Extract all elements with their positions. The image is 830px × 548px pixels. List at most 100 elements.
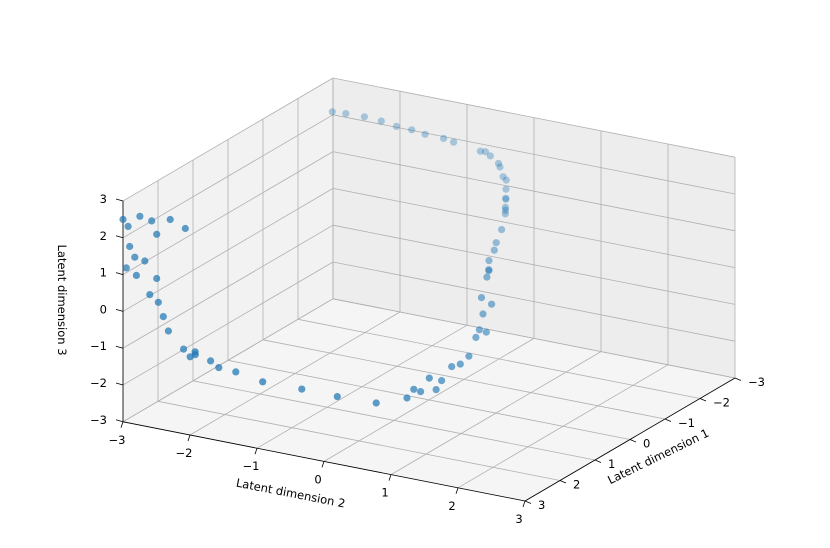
scatter-point bbox=[498, 226, 506, 234]
scatter-point bbox=[126, 242, 134, 251]
scatter-point bbox=[438, 377, 446, 385]
scatter-point bbox=[502, 176, 510, 184]
scatter-point bbox=[479, 310, 487, 318]
scatter-point bbox=[136, 212, 144, 220]
scatter-point bbox=[483, 273, 491, 281]
x-tick-label: −1 bbox=[678, 416, 695, 430]
x-tick-label: −3 bbox=[748, 375, 765, 389]
scatter-point bbox=[259, 378, 267, 386]
y-tick-label: 2 bbox=[448, 499, 455, 513]
x-tick-label: 2 bbox=[573, 478, 580, 492]
scatter-point bbox=[481, 148, 489, 156]
scatter-point bbox=[496, 163, 504, 171]
x-tick-mark bbox=[699, 398, 707, 402]
scatter-point bbox=[408, 126, 416, 134]
z-tick-label: 2 bbox=[100, 229, 107, 243]
scatter-point bbox=[501, 210, 509, 218]
scatter-point bbox=[450, 138, 458, 146]
scatter-point bbox=[440, 134, 448, 142]
y-tick-mark bbox=[120, 421, 124, 428]
scatter-point bbox=[465, 352, 473, 360]
scatter-point bbox=[425, 374, 433, 382]
scatter-point bbox=[499, 173, 507, 181]
scatter-point bbox=[432, 386, 440, 394]
scatter-point bbox=[477, 294, 486, 302]
scatter-point bbox=[141, 257, 149, 265]
scatter-point bbox=[472, 333, 480, 341]
scatter-point bbox=[410, 385, 418, 393]
scatter-point bbox=[392, 122, 401, 130]
grid-wall-r-z bbox=[332, 114, 736, 195]
scatter-point bbox=[501, 203, 509, 211]
scatter-point bbox=[490, 246, 498, 254]
x-tick-label: 0 bbox=[643, 437, 650, 451]
y-tick-mark bbox=[321, 461, 325, 468]
grid-wall-r-z bbox=[332, 77, 736, 158]
x-tick-label: 3 bbox=[538, 498, 545, 512]
z-tick-label: 3 bbox=[100, 192, 107, 206]
y-tick-label: 1 bbox=[381, 486, 388, 500]
z-tick-mark bbox=[115, 309, 124, 312]
scatter-point bbox=[124, 222, 132, 230]
x-tick-mark bbox=[594, 459, 602, 463]
scatter-point bbox=[181, 224, 189, 233]
grid-floor-y bbox=[457, 364, 669, 489]
axis-panes bbox=[123, 78, 735, 501]
scatter-point bbox=[164, 327, 172, 335]
scatter-point bbox=[119, 215, 127, 223]
z-axis-label: Latent dimension 3 bbox=[55, 244, 69, 355]
y-tick-label: −1 bbox=[243, 459, 260, 473]
data-points bbox=[119, 108, 510, 407]
scatter-point bbox=[448, 363, 456, 371]
x-tick-label: −2 bbox=[713, 396, 730, 410]
scatter-point bbox=[333, 393, 341, 401]
grid-wall-l-z bbox=[122, 77, 334, 202]
scatter-point bbox=[456, 360, 464, 368]
x-tick-mark bbox=[629, 439, 637, 443]
y-tick-label: −3 bbox=[109, 433, 126, 447]
scatter-point bbox=[131, 253, 139, 261]
scatter-point bbox=[482, 328, 490, 336]
scatter-point bbox=[501, 206, 510, 214]
scatter-point bbox=[486, 152, 494, 160]
scatter-point bbox=[215, 364, 223, 372]
y-tick-mark bbox=[254, 448, 258, 455]
scatter-point bbox=[502, 195, 510, 203]
y-tick-label: −2 bbox=[176, 446, 193, 460]
y-tick-label: 3 bbox=[515, 512, 522, 526]
scatter-point bbox=[232, 368, 240, 376]
scatter-point bbox=[494, 159, 503, 167]
scatter-point bbox=[417, 388, 425, 396]
scatter-point bbox=[475, 326, 483, 334]
scatter-point bbox=[492, 239, 500, 247]
z-tick-mark bbox=[115, 235, 124, 239]
scatter-point bbox=[502, 185, 510, 193]
scatter-point bbox=[154, 298, 162, 306]
scatter-point bbox=[328, 108, 336, 116]
scatter-point bbox=[485, 257, 493, 265]
y-tick-mark bbox=[455, 487, 459, 494]
z-tick-label: −1 bbox=[90, 339, 107, 353]
x-tick-label: 1 bbox=[608, 457, 615, 471]
scatter-point bbox=[377, 117, 385, 125]
scatter-point bbox=[372, 399, 380, 407]
grid-wall-l-z bbox=[122, 114, 334, 239]
z-tick-mark bbox=[115, 382, 124, 386]
scatter-point bbox=[148, 217, 156, 225]
tick-marks bbox=[115, 198, 742, 508]
x-tick-mark bbox=[524, 500, 532, 504]
grid-lines bbox=[122, 77, 736, 502]
scatter-point bbox=[342, 110, 350, 118]
z-tick-mark bbox=[115, 419, 124, 423]
scatter-point bbox=[476, 147, 484, 155]
scatter-point bbox=[166, 215, 174, 224]
scatter-point bbox=[146, 291, 154, 299]
z-tick-label: −2 bbox=[90, 376, 107, 390]
z-tick-label: 1 bbox=[100, 266, 107, 280]
scatter-point bbox=[488, 300, 496, 308]
y-tick-label: 0 bbox=[314, 472, 321, 486]
z-tick-label: 0 bbox=[100, 302, 107, 316]
